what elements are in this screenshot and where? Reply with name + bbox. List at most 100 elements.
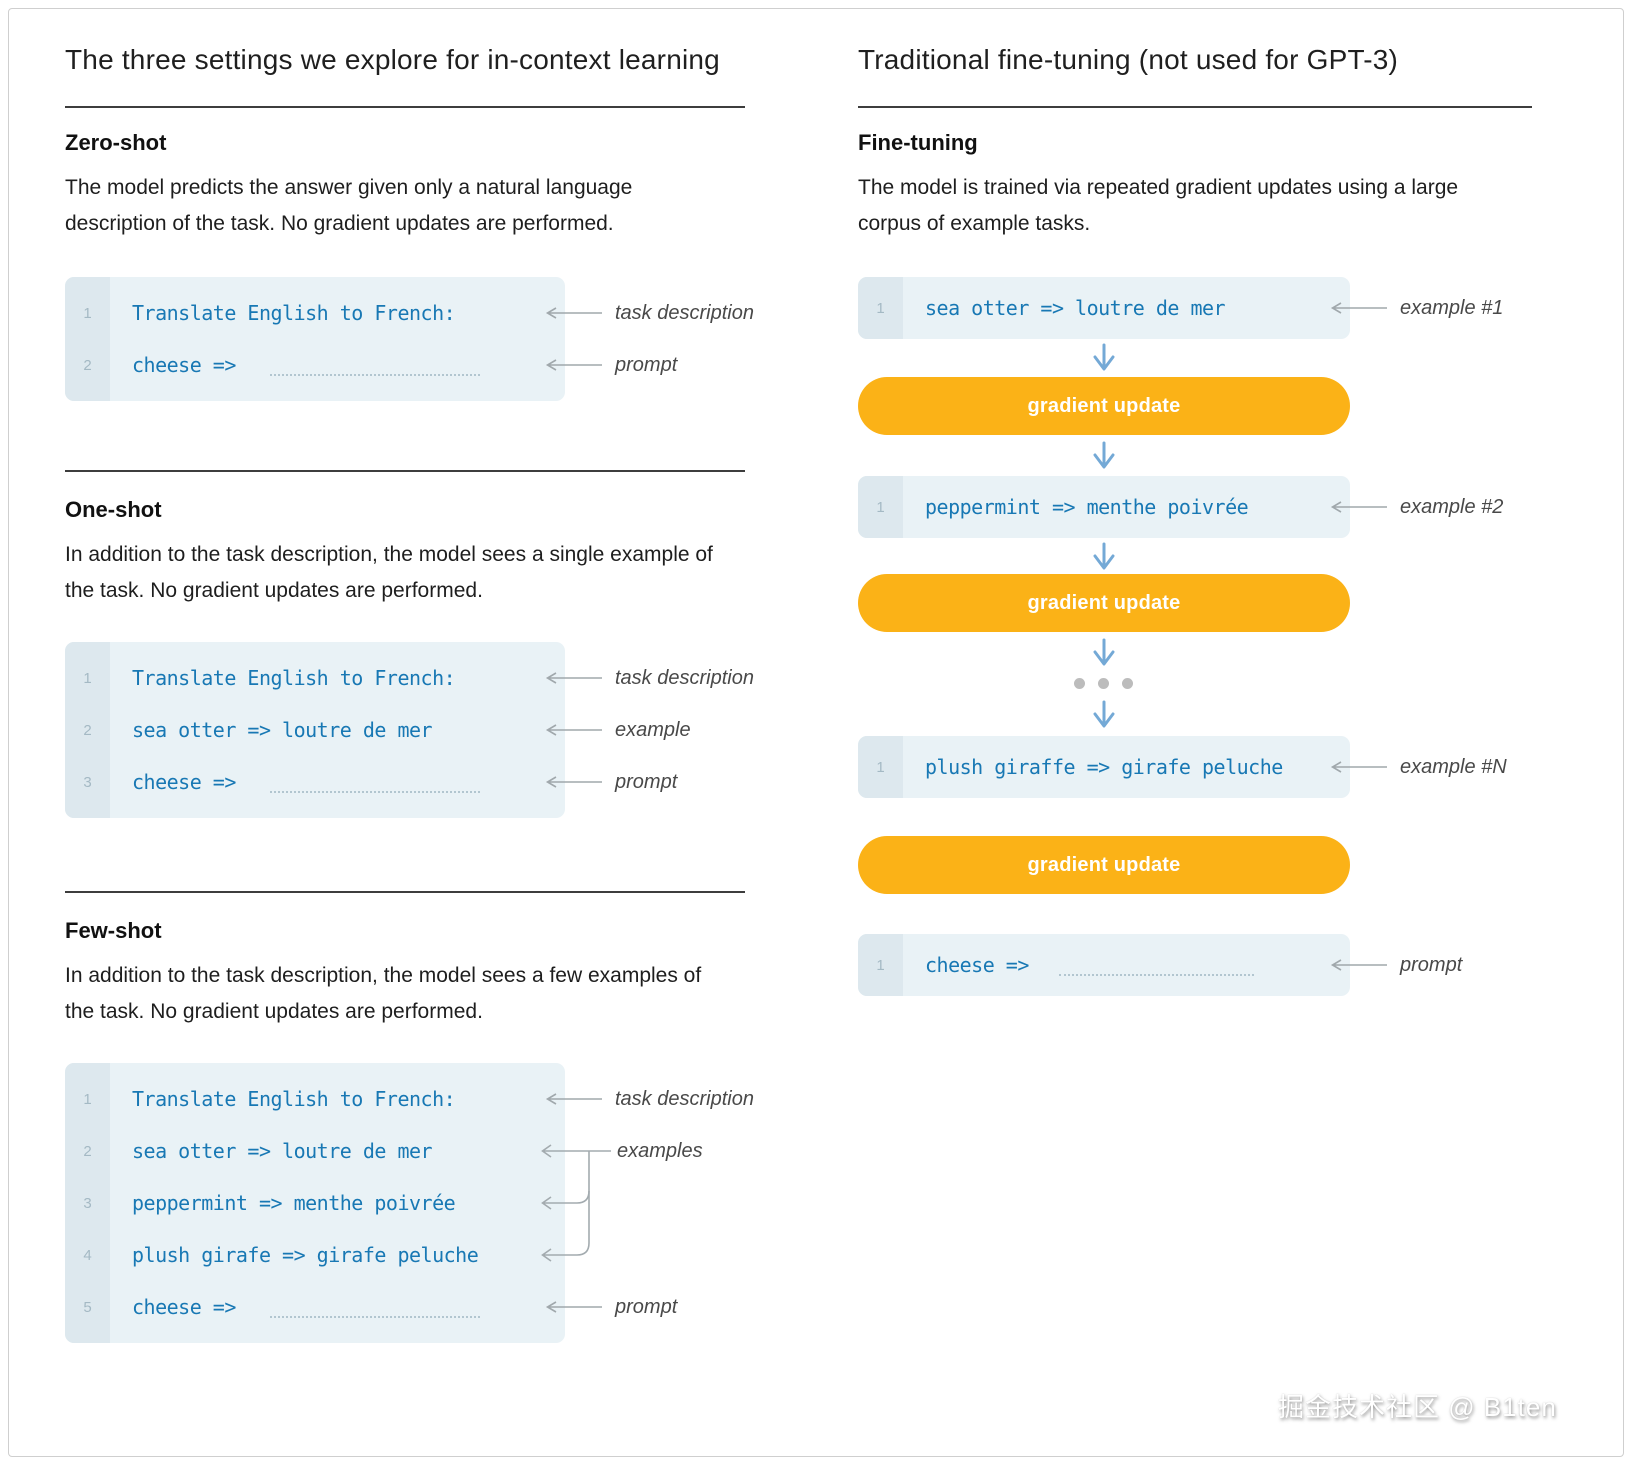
one-shot-heading: One-shot [65, 497, 162, 522]
left-arrow-icon [1330, 501, 1387, 513]
prompt-placeholder-dots [269, 374, 480, 376]
annotation-prompt: prompt [543, 768, 677, 796]
line-number: 2 [83, 356, 92, 374]
line-number: 1 [876, 498, 885, 516]
code-text: cheese => [132, 353, 236, 377]
watermark: 掘金技术社区 @ B1ten [1278, 1392, 1557, 1422]
zero-shot-heading: Zero-shot [65, 130, 167, 155]
line-number-gutter [65, 1063, 110, 1343]
annotation-examples: examples [617, 1137, 703, 1165]
annotation-example-2: example #2 [1328, 493, 1503, 521]
annotation-label: prompt [1400, 953, 1463, 976]
down-arrow-icon [1093, 542, 1115, 570]
zero-shot-code-block: 1 Translate English to French: 2 cheese … [65, 277, 565, 401]
line-number: 1 [876, 299, 885, 317]
line-number: 1 [876, 956, 885, 974]
code-line: 1 Translate English to French: [65, 287, 565, 339]
right-column-title: Traditional fine-tuning (not used for GP… [858, 44, 1399, 75]
annotation-label: example #2 [1400, 495, 1504, 518]
fine-tuning-description: The model is trained via repeated gradie… [858, 176, 1459, 236]
code-text: peppermint => menthe poivrée [132, 1191, 456, 1215]
prompt-placeholder-dots [269, 1316, 480, 1318]
gradient-update-pill: gradient update [858, 574, 1350, 632]
annotation-task-description: task description [543, 664, 754, 692]
few-shot-code-block: 1 Translate English to French: 2 sea ott… [65, 1063, 565, 1343]
code-text: Translate English to French: [132, 301, 456, 325]
line-number: 1 [83, 304, 92, 322]
code-text: plush giraffe => girafe peluche [925, 755, 1283, 779]
annotation-example: example [543, 716, 691, 744]
prompt-placeholder-dots [269, 791, 480, 793]
left-arrow-icon [1330, 959, 1387, 971]
code-text: plush girafe => girafe peluche [132, 1243, 479, 1267]
line-number: 4 [83, 1246, 92, 1264]
example-n-code-block: 1 plush giraffe => girafe peluche [858, 736, 1350, 798]
code-line: 5 cheese => [65, 1281, 565, 1333]
annotation-label: task description [615, 666, 754, 689]
left-arrow-icon [545, 776, 602, 788]
example-1-code-block: 1 sea otter => loutre de mer [858, 277, 1350, 339]
annotation-prompt: prompt [543, 351, 677, 379]
left-arrow-icon [545, 724, 602, 736]
code-line: 1 Translate English to French: [65, 1073, 565, 1125]
annotation-label: task description [615, 301, 754, 324]
down-arrow-icon [1093, 441, 1115, 469]
code-line: 3 peppermint => menthe poivrée [65, 1177, 565, 1229]
line-number: 1 [83, 669, 92, 687]
zero-shot-description: The model predicts the answer given only… [65, 176, 633, 236]
left-arrow-icon [545, 1093, 602, 1105]
line-number: 3 [83, 773, 92, 791]
line-number-gutter [858, 277, 903, 339]
code-text: peppermint => menthe poivrée [925, 495, 1249, 519]
annotation-label: prompt [615, 353, 678, 376]
code-text: sea otter => loutre de mer [132, 1139, 433, 1163]
annotation-task-description: task description [543, 1085, 754, 1113]
gradient-update-pill: gradient update [858, 377, 1350, 435]
annotation-label: example #1 [1400, 296, 1504, 319]
left-arrow-icon [545, 672, 602, 684]
line-number-gutter [858, 476, 903, 538]
one-shot-code-block: 1 Translate English to French: 2 sea ott… [65, 642, 565, 818]
left-arrow-icon [1330, 761, 1387, 773]
divider [65, 891, 745, 893]
annotation-label: example [615, 718, 691, 741]
gradient-update-pill: gradient update [858, 836, 1350, 894]
code-line: 2 sea otter => loutre de mer [65, 704, 565, 756]
gradient-update-label: gradient update [1027, 394, 1181, 417]
code-line: 2 sea otter => loutre de mer [65, 1125, 565, 1177]
annotation-example-1: example #1 [1328, 294, 1503, 322]
ellipsis-dots-icon [1074, 678, 1133, 689]
annotation-task-description: task description [543, 299, 754, 327]
few-shot-heading: Few-shot [65, 918, 162, 943]
line-number: 1 [876, 758, 885, 776]
divider [65, 470, 745, 472]
code-line: 3 cheese => [65, 756, 565, 808]
down-arrow-icon [1093, 700, 1115, 728]
annotation-label: prompt [615, 1295, 678, 1318]
line-number: 2 [83, 1142, 92, 1160]
code-text: cheese => [925, 953, 1029, 977]
annotation-label: prompt [615, 770, 678, 793]
divider [858, 106, 1532, 108]
line-number-gutter [858, 934, 903, 996]
left-arrow-icon [545, 359, 602, 371]
line-number: 1 [83, 1090, 92, 1108]
left-column-title: The three settings we explore for in-con… [65, 44, 720, 75]
annotation-label: example #N [1400, 755, 1507, 778]
annotation-label: task description [615, 1087, 754, 1110]
code-text: cheese => [132, 1295, 236, 1319]
down-arrow-icon [1093, 638, 1115, 666]
one-shot-description: In addition to the task description, the… [65, 543, 713, 603]
examples-bracket-arrows-icon [541, 1144, 611, 1262]
code-line: 4 plush girafe => girafe peluche [65, 1229, 565, 1281]
example-2-code-block: 1 peppermint => menthe poivrée [858, 476, 1350, 538]
fine-tuning-heading: Fine-tuning [858, 130, 978, 155]
few-shot-description: In addition to the task description, the… [65, 964, 702, 1024]
divider [65, 106, 745, 108]
left-arrow-icon [545, 1301, 602, 1313]
line-number-gutter [858, 736, 903, 798]
annotation-prompt: prompt [1328, 951, 1462, 979]
code-text: Translate English to French: [132, 1087, 456, 1111]
prompt-code-block: 1 cheese => [858, 934, 1350, 996]
line-number: 3 [83, 1194, 92, 1212]
